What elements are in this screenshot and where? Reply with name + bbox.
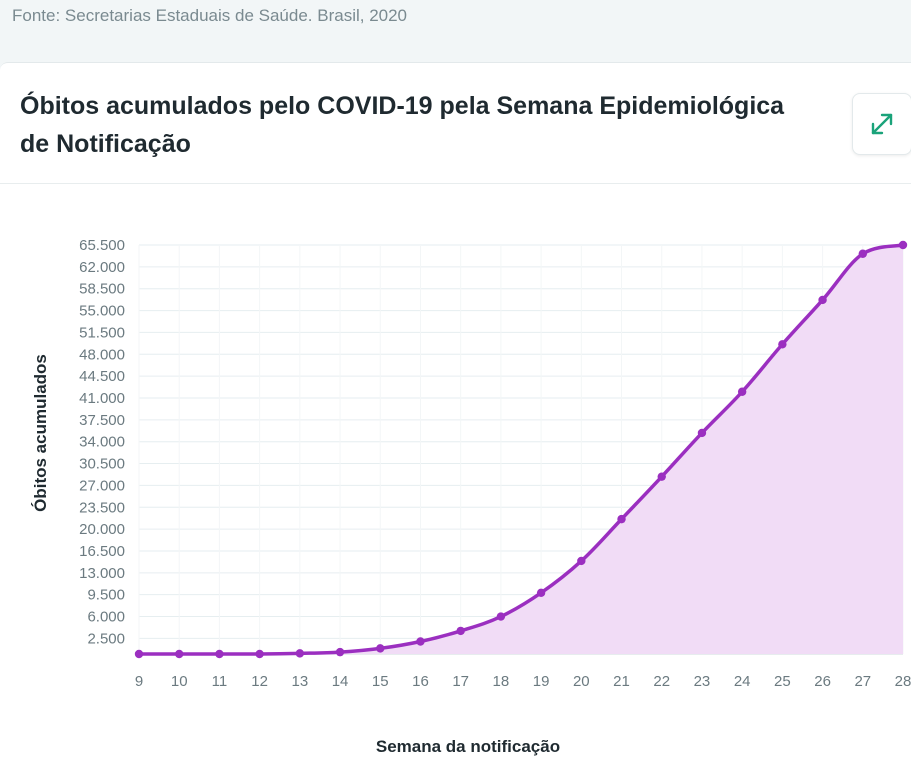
x-tick-label: 10 xyxy=(171,673,188,690)
y-tick-label: 62.000 xyxy=(79,259,125,276)
data-point xyxy=(617,514,626,524)
chart-title: Óbitos acumulados pelo COVID-19 pela Sem… xyxy=(20,92,785,158)
data-point xyxy=(376,644,385,653)
data-point xyxy=(858,249,867,258)
y-tick-label: 16.500 xyxy=(79,543,125,560)
x-tick-label: 22 xyxy=(653,673,670,690)
data-point xyxy=(818,295,827,305)
x-tick-label: 16 xyxy=(412,673,429,690)
data-point xyxy=(778,340,787,349)
x-tick-label: 21 xyxy=(613,673,630,690)
x-tick-label: 24 xyxy=(734,673,751,690)
x-tick-label: 14 xyxy=(332,673,349,690)
data-point xyxy=(255,649,264,659)
data-point xyxy=(416,637,425,646)
y-tick-label: 48.000 xyxy=(79,346,125,363)
x-tick-label: 9 xyxy=(135,673,143,690)
x-tick-label: 15 xyxy=(372,673,389,690)
data-point xyxy=(898,240,908,250)
expand-button[interactable] xyxy=(852,93,911,155)
x-tick-label: 20 xyxy=(573,673,590,690)
x-tick-label: 27 xyxy=(854,673,871,690)
data-point xyxy=(577,556,586,566)
y-tick-label: 58.500 xyxy=(79,281,125,298)
y-tick-label: 6.000 xyxy=(87,609,125,626)
y-tick-label: 41.000 xyxy=(79,390,125,407)
card-header: Óbitos acumulados pelo COVID-19 pela Sem… xyxy=(0,63,911,184)
data-point xyxy=(456,626,465,636)
data-point xyxy=(496,612,506,621)
expand-arrows-icon xyxy=(871,113,893,135)
data-point xyxy=(295,649,305,658)
y-tick-label: 13.000 xyxy=(79,565,125,582)
y-tick-label: 20.000 xyxy=(79,521,125,538)
x-tick-label: 12 xyxy=(251,673,268,690)
x-tick-label: 28 xyxy=(895,673,911,690)
y-tick-label: 34.000 xyxy=(79,434,125,451)
x-axis-label: Semana da notificação xyxy=(376,737,560,756)
y-tick-label: 2.500 xyxy=(87,630,125,647)
data-point xyxy=(335,647,345,657)
y-tick-label: 37.500 xyxy=(79,412,125,429)
x-tick-label: 18 xyxy=(493,673,510,690)
y-tick-label: 30.500 xyxy=(79,456,125,473)
data-point xyxy=(215,649,224,659)
y-tick-label: 9.500 xyxy=(87,587,125,604)
x-tick-label: 25 xyxy=(774,673,791,690)
series-area xyxy=(139,245,903,654)
x-tick-label: 17 xyxy=(452,673,469,690)
data-point xyxy=(657,472,666,481)
data-point xyxy=(737,387,747,396)
y-axis-label: Óbitos acumulados xyxy=(31,354,50,512)
y-tick-label: 27.000 xyxy=(79,477,125,494)
data-point xyxy=(134,649,144,659)
source-note: Fonte: Secretarias Estaduais de Saúde. B… xyxy=(12,6,408,25)
x-tick-label: 26 xyxy=(814,673,831,690)
y-tick-label: 44.500 xyxy=(79,368,125,385)
y-tick-label: 23.500 xyxy=(79,499,125,516)
x-tick-label: 11 xyxy=(212,673,228,690)
data-point xyxy=(697,428,707,438)
x-tick-label: 19 xyxy=(533,673,550,690)
x-tick-label: 13 xyxy=(291,673,308,690)
x-tick-label: 23 xyxy=(694,673,711,690)
y-tick-label: 65.500 xyxy=(79,237,125,254)
y-tick-label: 51.500 xyxy=(79,324,125,341)
data-point xyxy=(175,649,184,659)
y-tick-label: 55.000 xyxy=(79,303,125,320)
data-point xyxy=(536,588,546,598)
